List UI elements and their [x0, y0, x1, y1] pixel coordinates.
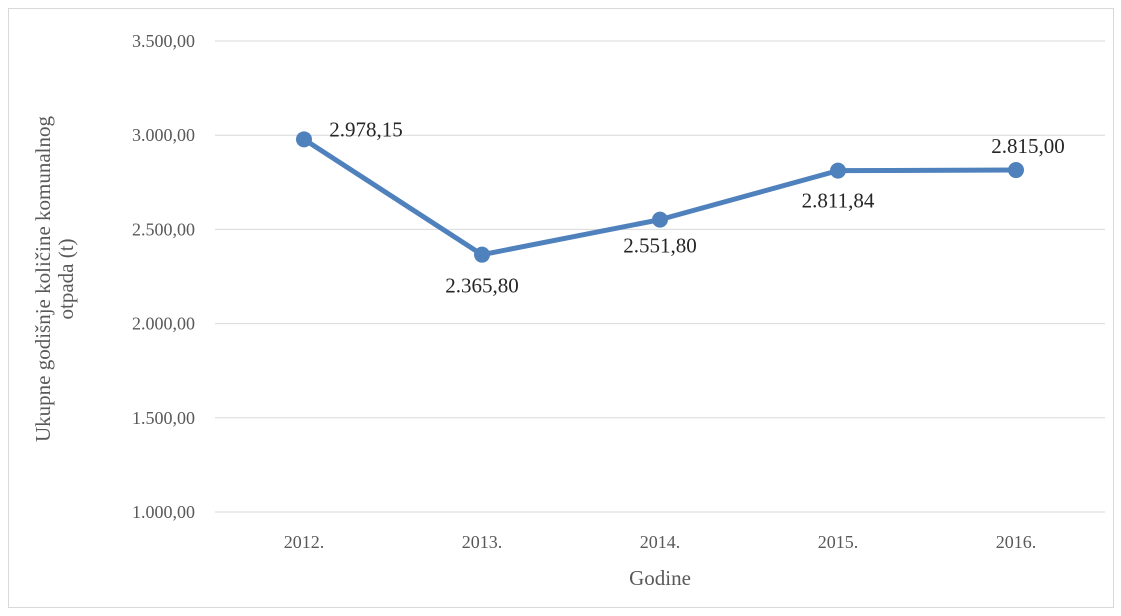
data-point — [830, 162, 846, 179]
y-tick-label: 1.500,00 — [132, 408, 195, 428]
x-tick-label: 2013. — [462, 532, 503, 552]
y-axis-title-line-2: otpada (t) — [54, 238, 78, 319]
chart-frame — [8, 8, 1114, 608]
y-tick-label: 1.000,00 — [132, 502, 195, 522]
y-tick-label: 3.000,00 — [132, 125, 195, 145]
series-layer — [296, 131, 1024, 263]
y-axis-title-line-1: Ukupne godišnje količine komunalnog — [31, 115, 55, 442]
x-tick-label: 2012. — [284, 532, 325, 552]
data-label: 2.811,84 — [802, 189, 875, 213]
data-point — [296, 131, 312, 148]
y-axis-tick-labels: 1.000,00 1.500,00 2.000,00 2.500,00 3.000,00… — [132, 31, 195, 522]
x-axis-tick-labels: 2012. 2013. 2014. 2015. 2016. — [284, 532, 1037, 552]
x-axis-title: Godine — [629, 566, 691, 590]
data-point — [474, 246, 490, 263]
x-tick-label: 2015. — [818, 532, 859, 552]
x-tick-label: 2016. — [996, 532, 1037, 552]
data-point — [1008, 162, 1024, 179]
y-tick-label: 3.500,00 — [132, 31, 195, 51]
y-tick-label: 2.000,00 — [132, 314, 195, 334]
gridlines — [215, 40, 1105, 513]
data-labels: 2.978,15 2.365,80 2.551,80 2.811,84 2.815,00 — [329, 117, 1065, 297]
data-point — [652, 211, 668, 228]
y-tick-label: 2.500,00 — [132, 219, 195, 239]
x-tick-label: 2014. — [640, 532, 681, 552]
data-label: 2.978,15 — [329, 117, 403, 141]
data-label: 2.365,80 — [445, 274, 519, 298]
y-axis-title: Ukupne godišnje količine komunalnog otpa… — [31, 115, 78, 442]
data-label: 2.815,00 — [991, 134, 1065, 158]
data-label: 2.551,80 — [623, 234, 697, 258]
